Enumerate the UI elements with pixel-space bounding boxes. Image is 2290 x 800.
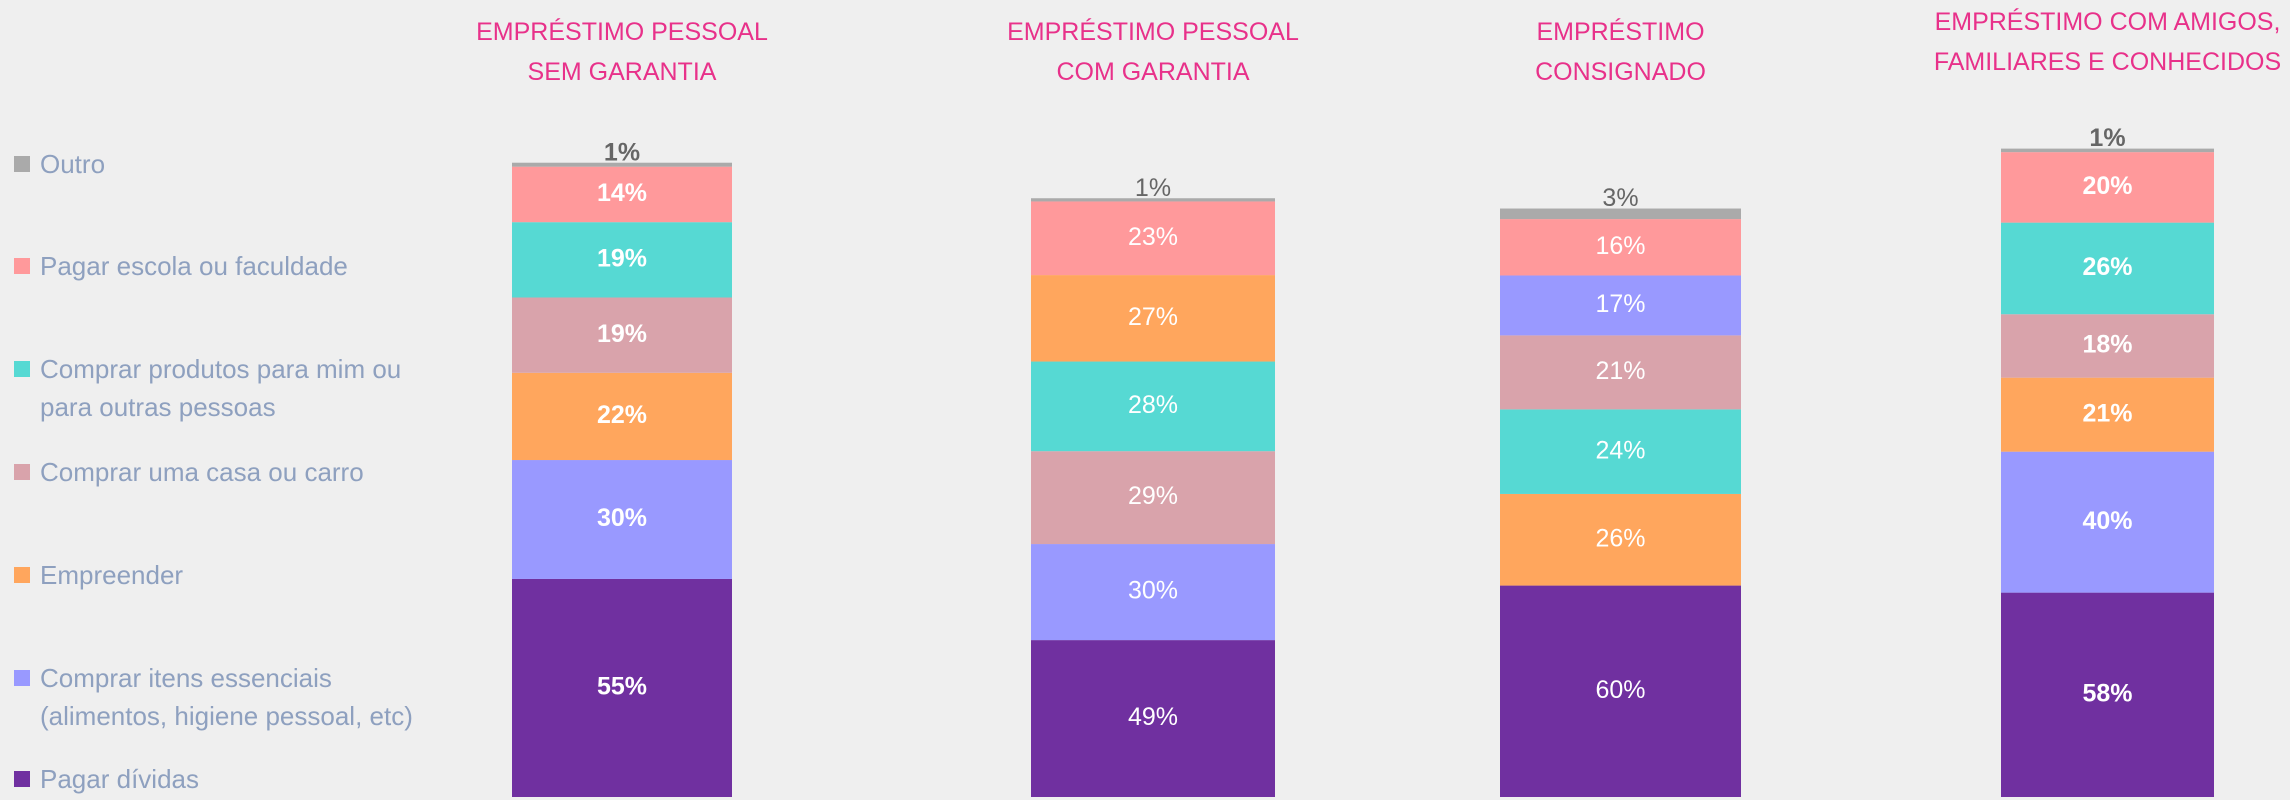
legend-item: Comprar uma casa ou carro bbox=[14, 453, 454, 491]
legend-swatch bbox=[14, 464, 30, 480]
bar-segment bbox=[1031, 451, 1275, 545]
legend-label: Pagar dívidas bbox=[40, 764, 199, 794]
bar-segment bbox=[512, 222, 732, 298]
value-label: 30% bbox=[1128, 577, 1178, 605]
value-label: 24% bbox=[1595, 436, 1645, 464]
bar-segment bbox=[2001, 592, 2214, 797]
legend-label: Comprar itens essenciais (alimentos, hig… bbox=[40, 663, 413, 731]
legend-swatch bbox=[14, 567, 30, 583]
value-label: 1% bbox=[1135, 174, 1171, 202]
value-label: 40% bbox=[2082, 507, 2132, 535]
value-label: 21% bbox=[1595, 357, 1645, 385]
bar-segment bbox=[2001, 148, 2214, 153]
bar-segment bbox=[1031, 201, 1275, 276]
value-label: 1% bbox=[604, 138, 640, 166]
bar-segment bbox=[1500, 409, 1741, 494]
value-label: 26% bbox=[2082, 253, 2132, 281]
bar-segment bbox=[1031, 640, 1275, 797]
legend-swatch bbox=[14, 156, 30, 172]
bar-segment bbox=[2001, 314, 2214, 378]
value-label: 29% bbox=[1128, 482, 1178, 510]
value-label: 16% bbox=[1595, 232, 1645, 260]
legend-swatch bbox=[14, 258, 30, 274]
value-label: 19% bbox=[597, 244, 647, 272]
bar-segment bbox=[512, 162, 732, 167]
bar-segment bbox=[512, 297, 732, 373]
value-label: 18% bbox=[2082, 331, 2132, 359]
value-label: 1% bbox=[2089, 124, 2125, 152]
bar-segment bbox=[1500, 585, 1741, 797]
bar-segment bbox=[512, 372, 732, 461]
bar-segment bbox=[512, 460, 732, 579]
value-label: 55% bbox=[597, 673, 647, 701]
value-label: 14% bbox=[597, 179, 647, 207]
legend-item: Empreender bbox=[14, 556, 454, 594]
legend-label: Pagar escola ou faculdade bbox=[40, 251, 348, 281]
bar-segment bbox=[2001, 152, 2214, 223]
chart-title: EMPRÉSTIMO PESSOAL SEM GARANTIA bbox=[476, 18, 768, 86]
value-label: 27% bbox=[1128, 303, 1178, 331]
value-label: 49% bbox=[1128, 703, 1178, 731]
legend-label: Comprar uma casa ou carro bbox=[40, 457, 364, 487]
legend-swatch bbox=[14, 670, 30, 686]
value-label: 17% bbox=[1595, 290, 1645, 318]
value-label: 28% bbox=[1128, 391, 1178, 419]
legend-label: Comprar produtos para mim ou para outras… bbox=[40, 354, 402, 422]
legend-swatch bbox=[14, 771, 30, 787]
legend-item: Pagar dívidas bbox=[14, 760, 454, 798]
bar-segment bbox=[1500, 208, 1741, 220]
bar-segment bbox=[512, 166, 732, 223]
value-label: 58% bbox=[2082, 679, 2132, 707]
legend-item: Comprar produtos para mim ou para outras… bbox=[14, 350, 454, 426]
chart-title: EMPRÉSTIMO COM AMIGOS, FAMILIARES E CONH… bbox=[1933, 8, 2282, 76]
legend-item: Pagar escola ou faculdade bbox=[14, 247, 454, 285]
value-label: 22% bbox=[597, 401, 647, 429]
bar-segment bbox=[1500, 335, 1741, 410]
legend-label: Outro bbox=[40, 149, 106, 179]
bar-segment bbox=[1031, 275, 1275, 362]
bar-segment bbox=[1031, 198, 1275, 202]
chart-title: EMPRÉSTIMO PESSOAL COM GARANTIA bbox=[1007, 18, 1299, 86]
value-label: 19% bbox=[597, 320, 647, 348]
legend-swatch bbox=[14, 361, 30, 377]
bar-segment bbox=[512, 578, 732, 797]
bar-segment bbox=[1500, 275, 1741, 336]
legend-label: Empreender bbox=[40, 560, 184, 590]
bar-segment bbox=[1031, 544, 1275, 641]
value-label: 3% bbox=[1602, 184, 1638, 212]
value-label: 21% bbox=[2082, 399, 2132, 427]
bar-segment bbox=[1500, 219, 1741, 276]
bar-segment bbox=[2001, 451, 2214, 593]
value-label: 60% bbox=[1595, 676, 1645, 704]
bar-segment bbox=[1500, 493, 1741, 586]
value-label: 20% bbox=[2082, 172, 2132, 200]
bar-segment bbox=[1031, 361, 1275, 452]
value-label: 30% bbox=[597, 504, 647, 532]
legend-item: Comprar itens essenciais (alimentos, hig… bbox=[14, 659, 454, 735]
bar-segment bbox=[2001, 222, 2214, 315]
value-label: 23% bbox=[1128, 223, 1178, 251]
value-label: 26% bbox=[1595, 524, 1645, 552]
chart-title: EMPRÉSTIMO CONSIGNADO bbox=[1535, 18, 1706, 86]
bar-segment bbox=[2001, 377, 2214, 452]
legend-item: Outro bbox=[14, 145, 454, 183]
